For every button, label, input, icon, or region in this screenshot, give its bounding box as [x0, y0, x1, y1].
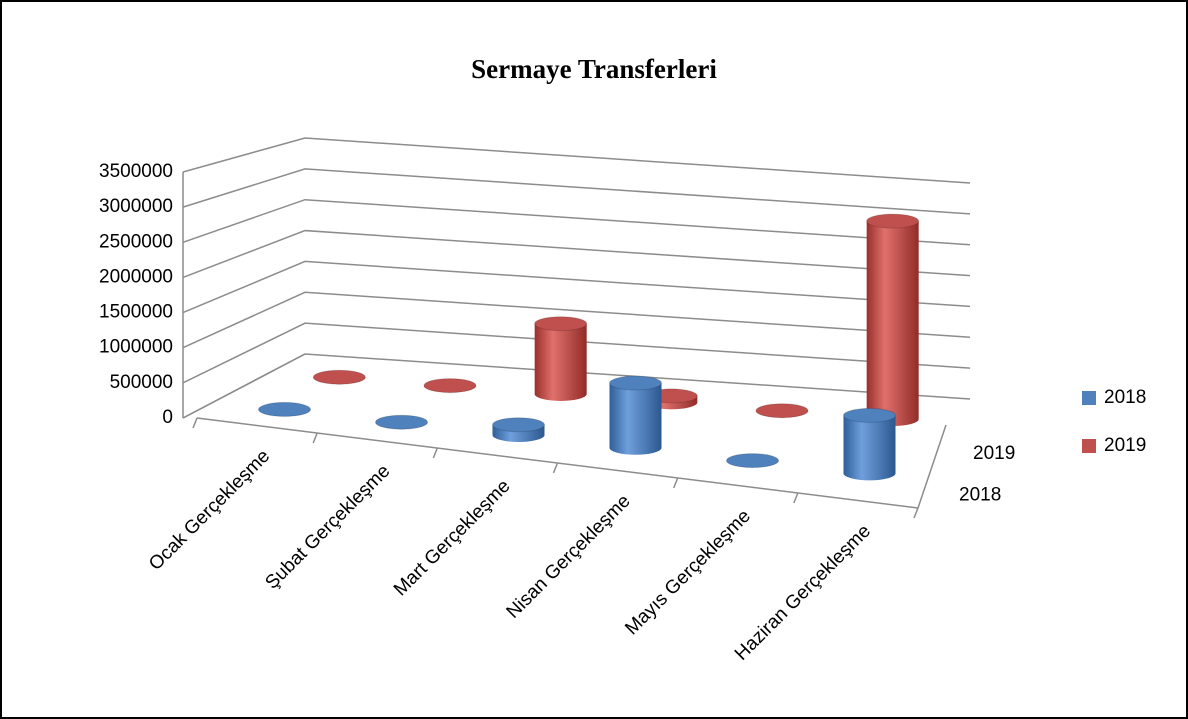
y-tick-label: 1000000 — [99, 337, 173, 358]
y-tick-label: 0 — [162, 407, 173, 428]
bar — [534, 323, 587, 401]
cylinder — [609, 375, 662, 455]
cylinder — [534, 316, 588, 401]
grid-line — [182, 198, 971, 246]
x-tick — [192, 417, 198, 429]
depth-tick-label: 2019 — [973, 443, 1015, 464]
grid-line — [182, 260, 971, 314]
x-tick — [913, 507, 919, 519]
cylinder — [423, 378, 477, 394]
bar-top — [423, 378, 477, 394]
y-tick-label: 500000 — [110, 372, 173, 393]
depth-tick-label: 2018 — [959, 484, 1001, 505]
grid-line — [182, 168, 971, 215]
bar-top — [726, 453, 779, 469]
grid-line — [182, 322, 971, 384]
legend-swatch — [1082, 391, 1096, 405]
legend-swatch — [1082, 439, 1096, 453]
cylinder — [312, 369, 366, 385]
cylinder — [843, 407, 896, 481]
cylinder — [755, 403, 809, 419]
bar-top — [843, 407, 896, 423]
y-tick-label: 2000000 — [99, 266, 173, 287]
bar — [609, 383, 662, 455]
x-tick — [432, 447, 439, 459]
cylinder — [258, 401, 311, 417]
left-floor-edge — [182, 353, 306, 419]
bar-top — [866, 213, 920, 229]
cylinder — [726, 453, 779, 469]
grid-line — [182, 291, 971, 349]
bar-top — [534, 316, 588, 332]
grid-line — [182, 137, 971, 184]
y-tick-label: 3500000 — [99, 161, 173, 182]
y-tick-label: 1500000 — [99, 302, 173, 323]
bar-top — [755, 403, 809, 419]
cylinder — [375, 414, 428, 430]
bar-top — [375, 414, 428, 430]
bar-top — [258, 401, 311, 417]
y-tick-label: 2500000 — [99, 231, 173, 252]
legend-label: 2018 — [1104, 387, 1146, 408]
cylinder — [492, 417, 545, 442]
y-tick-label: 3000000 — [99, 196, 173, 217]
chart-title: Sermaye Transferleri — [471, 54, 717, 84]
legend-label: 2019 — [1104, 435, 1146, 456]
x-tick — [312, 432, 318, 444]
grid-line — [182, 229, 971, 279]
depth-axis — [917, 424, 947, 509]
x-tick — [793, 492, 799, 504]
bar — [843, 415, 896, 481]
x-tick — [552, 462, 559, 474]
bar-top — [609, 375, 662, 391]
x-tick — [672, 477, 679, 489]
bar — [866, 221, 919, 427]
bar-top — [492, 417, 545, 433]
cylinder — [866, 213, 920, 427]
bar-top — [312, 369, 366, 385]
